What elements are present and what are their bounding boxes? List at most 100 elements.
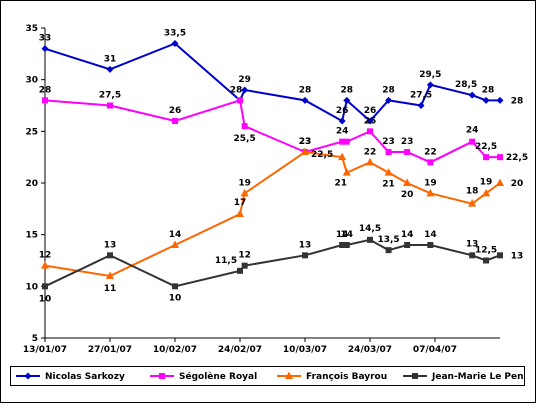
data-point	[343, 138, 350, 145]
data-label: 23	[401, 137, 414, 147]
y-tick-label: 5	[32, 334, 38, 344]
data-label: 20	[511, 179, 524, 189]
data-label: 28	[482, 85, 495, 95]
legend-label: François Bayrou	[306, 372, 387, 382]
legend: Nicolas Sarkozy Ségolène Royal François Ba…	[10, 366, 525, 386]
data-point	[302, 252, 308, 259]
data-point	[482, 188, 491, 197]
data-point	[426, 188, 435, 197]
data-label: 13,5	[377, 235, 399, 245]
data-point	[301, 147, 309, 155]
legend-box	[10, 366, 525, 386]
data-point	[404, 242, 411, 248]
x-tick-label: 10/03/07	[283, 345, 327, 355]
data-label: 22,5	[506, 153, 528, 163]
data-label: 14	[424, 230, 437, 240]
data-label: 26	[336, 106, 349, 116]
data-point	[469, 138, 476, 145]
data-point	[339, 138, 346, 145]
data-point	[427, 159, 434, 166]
series-nicolas-sarkozy	[41, 40, 504, 125]
data-point	[343, 242, 350, 248]
data-point	[338, 152, 347, 161]
legend-label: Jean-Marie Le Pen	[431, 372, 524, 382]
data-point	[483, 154, 490, 161]
series-jean-marie-le-pen	[42, 236, 503, 290]
data-label: 21	[335, 179, 348, 189]
x-tick-label: 13/01/07	[23, 345, 67, 355]
data-label: 12,5	[475, 246, 497, 256]
data-label: 19	[480, 177, 493, 187]
data-label: 33	[39, 34, 52, 44]
data-label: 24	[336, 127, 349, 137]
data-point	[497, 252, 503, 259]
data-point	[339, 242, 346, 248]
data-label: 22,5	[311, 150, 333, 160]
data-point	[469, 252, 476, 259]
data-label: 29	[238, 75, 251, 85]
data-label: 26	[364, 106, 377, 116]
data-label: 14	[336, 230, 349, 240]
data-point	[385, 149, 392, 155]
data-point	[366, 157, 374, 166]
data-label: 13	[511, 251, 524, 261]
data-point	[384, 168, 393, 176]
y-tick-label: 20	[25, 179, 38, 189]
data-label: 22,5	[475, 142, 497, 152]
data-label: 28	[299, 85, 312, 95]
data-label: 12	[39, 251, 52, 261]
data-point	[42, 283, 48, 290]
data-label: 27,5	[410, 91, 432, 101]
data-label: 33,5	[164, 29, 186, 39]
data-label: 28	[230, 85, 243, 95]
data-label: 13	[299, 240, 312, 250]
data-point	[172, 118, 178, 124]
data-label: 23	[382, 137, 395, 147]
x-tick-label: 07/04/07	[413, 345, 457, 355]
data-label: 12	[238, 251, 251, 261]
data-label: 19	[424, 178, 437, 188]
data-point	[241, 86, 249, 94]
data-label: 28	[382, 85, 395, 95]
data-point	[107, 102, 113, 109]
data-label: 10	[169, 293, 182, 303]
data-point	[236, 209, 244, 217]
legend-swatch-marker	[285, 371, 293, 379]
data-point	[497, 154, 503, 161]
data-point	[385, 96, 393, 104]
data-label: 13	[104, 240, 117, 250]
data-point	[343, 96, 351, 104]
y-tick-label: 30	[25, 76, 38, 86]
data-point	[41, 45, 49, 53]
data-point	[427, 242, 434, 248]
data-point	[483, 257, 490, 264]
data-label: 28	[341, 85, 354, 95]
data-label: 22	[424, 147, 437, 157]
data-point	[237, 97, 243, 104]
data-point	[403, 178, 412, 186]
data-label: 18	[466, 187, 479, 197]
data-point	[172, 283, 178, 290]
data-label: 22	[364, 147, 377, 157]
data-point	[41, 261, 49, 269]
data-label: 24	[466, 126, 479, 136]
data-point	[385, 247, 392, 254]
data-point	[342, 168, 351, 176]
y-tick-label: 35	[25, 24, 38, 34]
legend-swatch-marker	[412, 373, 418, 379]
y-tick-label: 25	[25, 127, 38, 137]
data-label: 14	[401, 230, 414, 240]
data-label: 20	[401, 190, 414, 200]
data-label: 29,5	[419, 70, 441, 80]
x-tick-label: 27/01/07	[88, 345, 132, 355]
data-label: 10	[39, 294, 52, 304]
data-point	[301, 96, 309, 104]
data-point	[366, 117, 374, 125]
data-label: 14	[341, 230, 354, 240]
data-labels: 333133,529282628262827,529,528,528282827…	[39, 29, 528, 305]
data-label: 31	[104, 54, 117, 64]
legend-label: Nicolas Sarkozy	[45, 372, 125, 382]
data-point	[426, 81, 434, 89]
